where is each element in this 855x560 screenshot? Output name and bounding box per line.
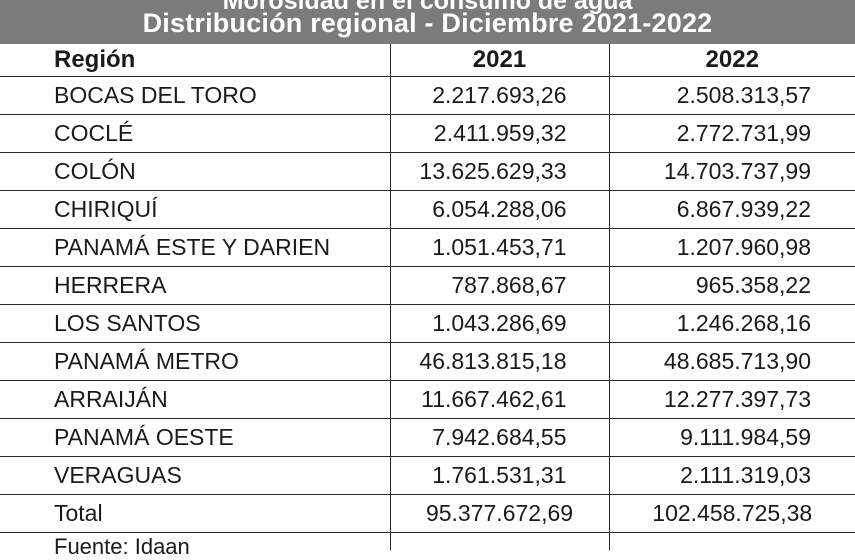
value-2022-cell: 48.685.713,90 xyxy=(608,342,855,381)
value-2021-cell: 6.054.288,06 xyxy=(389,190,609,229)
region-cell: PANAMÁ METRO xyxy=(0,342,390,381)
region-cell: BOCAS DEL TORO xyxy=(0,76,390,115)
table-header-banner: Morosidad en el consumo de agua Distribu… xyxy=(0,0,855,44)
total-row: Total 95.377.672,69 102.458.725,38 xyxy=(0,494,855,533)
header-row: Región 2021 2022 xyxy=(0,44,855,77)
value-2022-cell: 2.772.731,99 xyxy=(608,114,855,153)
total-2022-cell: 102.458.725,38 xyxy=(608,494,855,533)
value-2021-cell: 7.942.684,55 xyxy=(389,418,609,457)
value-2022-cell: 1.207.960,98 xyxy=(608,228,855,267)
table-row: CHIRIQUÍ 6.054.288,06 6.867.939,22 xyxy=(0,190,855,229)
table-row: PANAMÁ ESTE Y DARIEN 1.051.453,71 1.207.… xyxy=(0,228,855,267)
table-row: COLÓN 13.625.629,33 14.703.737,99 xyxy=(0,152,855,191)
table-subtitle: Distribución regional - Diciembre 2021-2… xyxy=(142,8,713,38)
value-2021-cell: 11.667.462,61 xyxy=(389,380,609,419)
value-2021-cell: 46.813.815,18 xyxy=(389,342,609,381)
column-header-2022: 2022 xyxy=(608,44,855,77)
region-cell: ARRAIJÁN xyxy=(0,380,390,419)
value-2022-cell: 6.867.939,22 xyxy=(608,190,855,229)
region-cell: COCLÉ xyxy=(0,114,390,153)
value-2022-cell: 2.508.313,57 xyxy=(608,76,855,115)
region-cell: LOS SANTOS xyxy=(0,304,390,343)
total-2021-cell: 95.377.672,69 xyxy=(389,494,609,533)
region-cell: PANAMÁ ESTE Y DARIEN xyxy=(0,228,390,267)
value-2022-cell: 12.277.397,73 xyxy=(608,380,855,419)
value-2021-cell: 13.625.629,33 xyxy=(389,152,609,191)
source-note: Fuente: Idaan xyxy=(54,534,190,559)
table-row: COCLÉ 2.411.959,32 2.772.731,99 xyxy=(0,114,855,153)
table-title: Morosidad en el consumo de agua xyxy=(222,0,633,15)
value-2022-cell: 9.111.984,59 xyxy=(608,418,855,457)
value-2022-cell: 1.246.268,16 xyxy=(608,304,855,343)
value-2021-cell: 1.043.286,69 xyxy=(389,304,609,343)
table-row: PANAMÁ METRO 46.813.815,18 48.685.713,90 xyxy=(0,342,855,381)
region-cell: PANAMÁ OESTE xyxy=(0,418,390,457)
value-2022-cell: 2.111.319,03 xyxy=(608,456,855,495)
value-2021-cell: 787.868,67 xyxy=(389,266,609,305)
value-2021-cell: 1.051.453,71 xyxy=(389,228,609,267)
region-cell: COLÓN xyxy=(0,152,390,191)
table-row: BOCAS DEL TORO 2.217.693,26 2.508.313,57 xyxy=(0,76,855,115)
region-cell: CHIRIQUÍ xyxy=(0,190,390,229)
region-cell: HERRERA xyxy=(0,266,390,305)
value-2021-cell: 1.761.531,31 xyxy=(389,456,609,495)
data-table: Región 2021 2022 BOCAS DEL TORO 2.217.69… xyxy=(0,44,855,533)
column-divider xyxy=(609,530,610,550)
column-divider xyxy=(390,530,391,550)
table-row: ARRAIJÁN 11.667.462,61 12.277.397,73 xyxy=(0,380,855,419)
region-cell: VERAGUAS xyxy=(0,456,390,495)
table-row: HERRERA 787.868,67 965.358,22 xyxy=(0,266,855,305)
total-label: Total xyxy=(0,494,390,533)
value-2021-cell: 2.411.959,32 xyxy=(389,114,609,153)
value-2022-cell: 965.358,22 xyxy=(608,266,855,305)
table-row: PANAMÁ OESTE 7.942.684,55 9.111.984,59 xyxy=(0,418,855,457)
column-header-region: Región xyxy=(0,44,390,77)
value-2022-cell: 14.703.737,99 xyxy=(608,152,855,191)
table-row: LOS SANTOS 1.043.286,69 1.246.268,16 xyxy=(0,304,855,343)
column-header-2021: 2021 xyxy=(389,44,609,77)
value-2021-cell: 2.217.693,26 xyxy=(389,76,609,115)
table-row: VERAGUAS 1.761.531,31 2.111.319,03 xyxy=(0,456,855,495)
